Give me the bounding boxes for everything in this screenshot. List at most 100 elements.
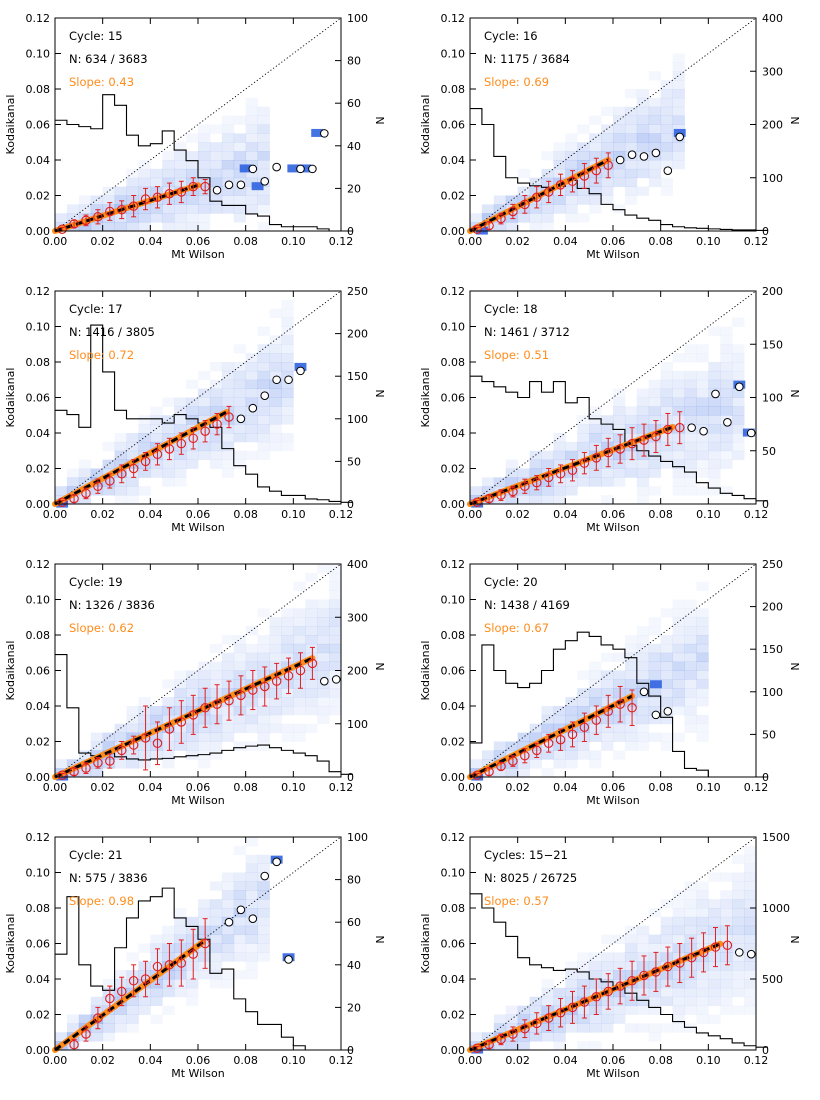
density-cell: [150, 706, 163, 716]
density-cell: [577, 750, 590, 760]
density-cell: [329, 670, 342, 680]
density-cell: [613, 151, 626, 161]
density-cell: [150, 468, 163, 478]
y2-tick-label: 0: [347, 771, 354, 784]
x-tick-label: 0.00: [43, 781, 68, 794]
density-heatmap: [55, 564, 342, 781]
binned-mean-point: [200, 181, 210, 192]
density-cell: [233, 916, 247, 927]
density-cell: [198, 450, 211, 461]
density-cell: [589, 979, 602, 989]
density-cell: [209, 916, 223, 927]
density-cell: [636, 943, 650, 953]
density-cell: [209, 459, 223, 469]
density-cell: [529, 732, 542, 742]
density-cell: [541, 714, 554, 725]
density-cell: [565, 204, 578, 214]
density-cell: [648, 697, 662, 707]
binned-mean-point: [520, 1023, 530, 1034]
density-cell: [613, 160, 626, 170]
density-cell: [209, 151, 223, 161]
density-cell: [636, 635, 650, 645]
density-cell: [601, 424, 614, 434]
density-cell: [601, 996, 614, 1007]
density-cell: [281, 441, 294, 452]
y2-tick-label: 0: [762, 225, 769, 238]
density-cell: [636, 124, 650, 134]
density-cell: [696, 916, 709, 927]
density-cell: [565, 1005, 578, 1015]
density-cell: [245, 370, 258, 381]
binned-mean-point: [152, 449, 163, 460]
density-cell: [708, 916, 721, 927]
density-cell: [150, 943, 163, 953]
density-cell: [696, 670, 709, 680]
density-cell: [744, 979, 757, 989]
density-cell: [696, 723, 709, 734]
y2-tick-label: 60: [347, 97, 361, 110]
density-cell: [732, 961, 745, 971]
density-cell: [684, 943, 697, 953]
density-cell: [209, 943, 223, 953]
density-cell: [221, 370, 235, 381]
density-cell: [553, 486, 566, 496]
density-cell: [481, 213, 495, 223]
density-cell: [672, 71, 685, 81]
density-cell: [198, 741, 211, 751]
density-cell: [577, 459, 590, 469]
density-cell: [186, 697, 199, 707]
density-cell: [613, 934, 626, 944]
y2-tick-label: 80: [347, 874, 361, 887]
density-cell: [317, 697, 330, 707]
density-cell: [624, 459, 638, 469]
density-cell: [696, 468, 709, 478]
density-cell: [162, 222, 175, 232]
density-cell: [257, 326, 270, 336]
density-cell: [565, 168, 578, 179]
density-cell: [577, 987, 590, 998]
density-cell: [744, 881, 757, 891]
x-axis-title: Mt Wilson: [586, 521, 640, 534]
density-cell: [684, 996, 697, 1007]
density-cell: [672, 1014, 685, 1024]
y-tick-label: 0.08: [441, 83, 466, 96]
density-cell: [636, 652, 650, 663]
density-cell: [684, 415, 697, 425]
density-cell: [601, 441, 614, 452]
density-cell: [565, 177, 578, 188]
y-tick-label: 0.04: [441, 700, 466, 713]
density-cell: [90, 204, 104, 214]
cycle-label: Cycle: 17: [69, 302, 123, 316]
y-tick-label: 0.06: [26, 938, 51, 951]
density-cell: [613, 450, 626, 461]
histogram-line: [55, 887, 353, 1051]
y2-tick-label: 0: [347, 1044, 354, 1057]
y-tick-label: 0.02: [441, 190, 466, 203]
density-cell: [174, 916, 187, 927]
y-tick-label: 0.02: [441, 1009, 466, 1022]
density-cell: [174, 706, 187, 716]
density-cell: [221, 635, 235, 645]
density-cell: [613, 750, 626, 760]
cycle-label: Cycle: 21: [69, 848, 123, 862]
density-cell: [577, 961, 590, 971]
density-cell: [613, 204, 626, 214]
binned-mean-point: [591, 453, 602, 463]
density-cell: [505, 1041, 519, 1051]
sparse-bin-point: [284, 955, 293, 964]
density-cell: [209, 714, 223, 725]
binned-mean-point: [484, 493, 494, 504]
density-cell: [150, 934, 163, 944]
density-cell: [720, 335, 733, 345]
density-cell: [174, 970, 187, 980]
density-cell: [126, 750, 139, 760]
binned-mean-point: [307, 658, 318, 669]
y2-tick-label: 250: [762, 558, 783, 571]
density-cell: [257, 441, 270, 452]
density-cell: [732, 987, 745, 998]
binned-mean-point: [140, 194, 151, 204]
density-cell: [684, 388, 697, 398]
density-cell-strong: [299, 164, 312, 173]
density-cell: [126, 706, 139, 716]
density-cell: [601, 495, 614, 505]
